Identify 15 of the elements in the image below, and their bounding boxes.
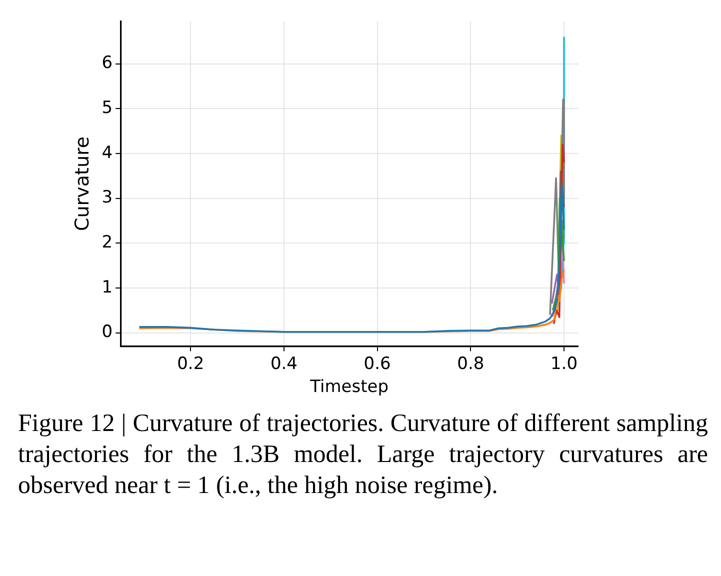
y-axis-title: Curvature	[71, 136, 94, 231]
caption: Figure 12 | Curvature of trajectories. Curvature of different sampling trajectories for the 1.3B model. Large trajectory curvatures are observed near t = 1 (i.e., the high noise regime).	[18, 409, 708, 501]
x-tick-label: 0.2	[177, 354, 204, 374]
y-tick-label: 1	[102, 277, 113, 298]
y-tick-label: 5	[102, 98, 113, 118]
x-tick-label: 0.8	[457, 354, 484, 374]
y-tick-label: 3	[102, 188, 113, 208]
y-tick-label: 6	[102, 53, 113, 74]
x-tick-label: 0.6	[364, 354, 391, 374]
x-tick-label: 1.0	[550, 354, 578, 374]
y-tick-label: 0	[102, 322, 113, 342]
y-tick-label: 2	[102, 232, 113, 253]
y-tick-label: 4	[102, 142, 113, 163]
x-axis-title: Timestep	[309, 377, 389, 398]
x-tick-label: 0.4	[270, 354, 298, 374]
